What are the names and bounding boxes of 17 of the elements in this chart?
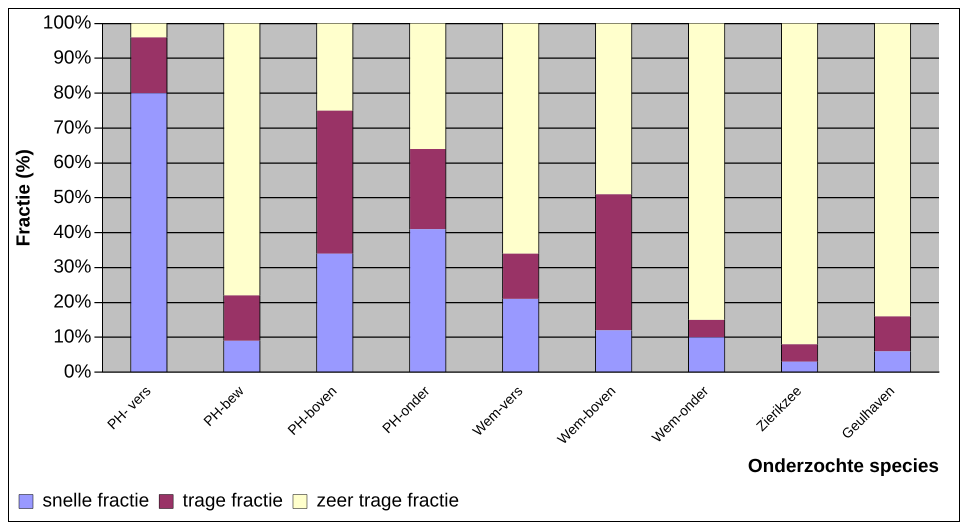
legend-label: trage fractie	[182, 490, 283, 512]
y-tick-label: 60%	[53, 152, 92, 174]
y-axis-title: Fractie (%)	[14, 149, 35, 246]
x-tick-label: PH- vers	[104, 382, 154, 432]
y-tick-label: 30%	[53, 256, 92, 278]
legend-label: snelle fractie	[42, 490, 150, 512]
y-tick-label: 0%	[64, 361, 92, 382]
legend-label: zeer trage fractie	[316, 490, 460, 512]
y-tick-label: 70%	[53, 117, 92, 138]
y-tick-label: 50%	[53, 187, 92, 208]
y-tick-label: 80%	[53, 82, 92, 104]
y-tick-label: 20%	[53, 292, 92, 313]
y-tick-label: 10%	[53, 326, 92, 348]
y-tick-label: 100%	[42, 12, 92, 34]
x-axis-title: Onderzochte species	[748, 456, 939, 477]
y-tick-label: 90%	[53, 48, 92, 69]
y-tick-label: 40%	[53, 222, 92, 243]
